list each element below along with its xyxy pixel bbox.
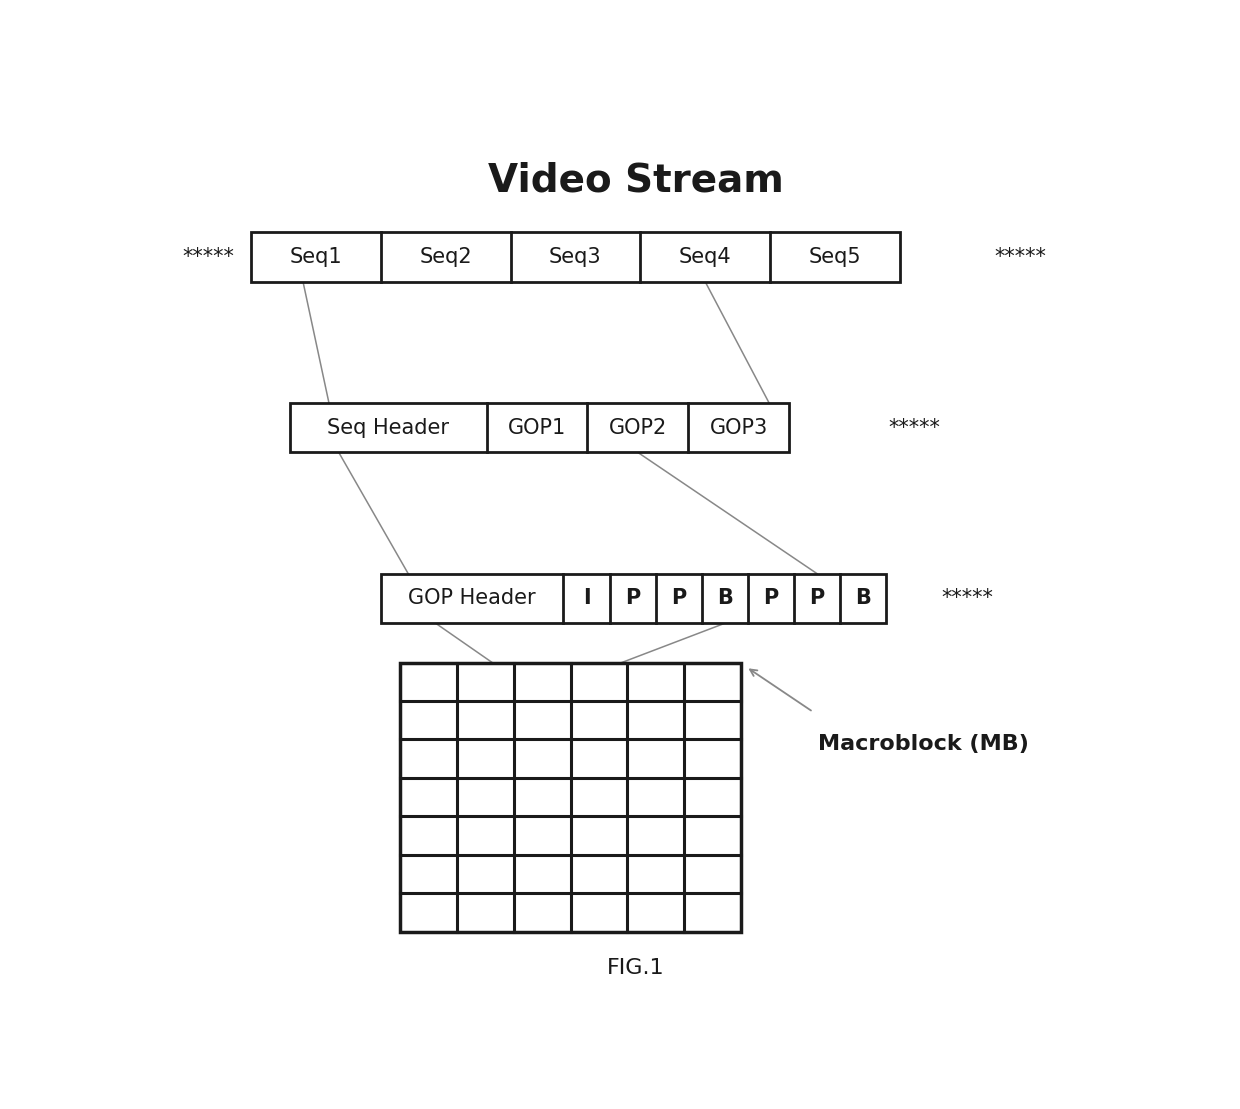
Text: P: P <box>671 589 687 609</box>
Text: B: B <box>856 589 872 609</box>
Text: FIG.1: FIG.1 <box>606 958 665 978</box>
Text: P: P <box>764 589 779 609</box>
Text: Seq4: Seq4 <box>678 247 732 267</box>
Text: *****: ***** <box>182 247 234 267</box>
Text: *****: ***** <box>888 418 940 438</box>
Text: Seq1: Seq1 <box>290 247 342 267</box>
Bar <box>250 232 900 282</box>
Text: Seq5: Seq5 <box>808 247 862 267</box>
Text: I: I <box>583 589 590 609</box>
Text: Seq Header: Seq Header <box>327 418 449 438</box>
Text: GOP2: GOP2 <box>609 418 667 438</box>
Text: GOP3: GOP3 <box>709 418 768 438</box>
Text: Seq2: Seq2 <box>419 247 472 267</box>
Text: Macroblock (MB): Macroblock (MB) <box>818 734 1029 754</box>
Bar <box>401 662 742 932</box>
Text: Seq3: Seq3 <box>549 247 601 267</box>
Text: *****: ***** <box>994 247 1045 267</box>
Text: B: B <box>717 589 733 609</box>
Text: *****: ***** <box>941 589 993 609</box>
Bar <box>290 403 789 452</box>
Text: GOP Header: GOP Header <box>408 589 536 609</box>
Text: P: P <box>625 589 640 609</box>
Text: P: P <box>810 589 825 609</box>
Bar <box>381 573 887 623</box>
Text: Video Stream: Video Stream <box>487 161 784 199</box>
Text: GOP1: GOP1 <box>508 418 567 438</box>
